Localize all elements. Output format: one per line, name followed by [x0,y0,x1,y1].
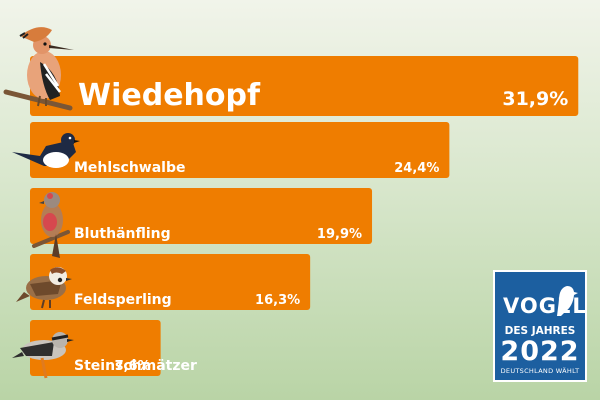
vogel-des-jahres-badge: VOGEL DES JAHRES 2022 DEUTSCHLAND WÄHLT [493,270,587,382]
bar-label-mehlschwalbe: Mehlschwalbe [74,160,186,176]
value-label-feldsperling: 16,3% [255,293,300,308]
bar-label-wiedehopf: Wiedehopf [78,78,261,113]
linnet-icon [32,192,70,258]
badge-year: 2022 [500,336,580,367]
tree-sparrow-icon [16,267,72,309]
bird-illustrations [3,27,80,379]
bar-label-bluthaenfling: Bluthänfling [74,226,171,242]
badge-line2: DES JAHRES [504,325,576,337]
house-martin-icon [12,133,80,168]
hoopoe-icon [3,27,74,111]
bar-wiedehopf [30,56,579,116]
bar-mehlschwalbe [30,122,450,178]
bar-feldsperling [30,254,311,310]
wheatear-icon [12,332,74,379]
value-label-mehlschwalbe: 24,4% [394,161,439,176]
badge-line1: VOGEL [503,294,587,318]
value-label-wiedehopf: 31,9% [502,88,568,110]
value-label-steinschmaetzer: 7,6% [115,359,151,374]
badge-bird-icon [557,286,578,316]
bar-label-steinschmaetzer: Steinschmätzer [74,358,197,374]
bar-label-feldsperling: Feldsperling [74,292,172,308]
value-label-bluthaenfling: 19,9% [317,227,362,242]
bar-bluthaenfling [30,188,373,244]
badge-line3: DEUTSCHLAND WÄHLT [500,367,580,375]
